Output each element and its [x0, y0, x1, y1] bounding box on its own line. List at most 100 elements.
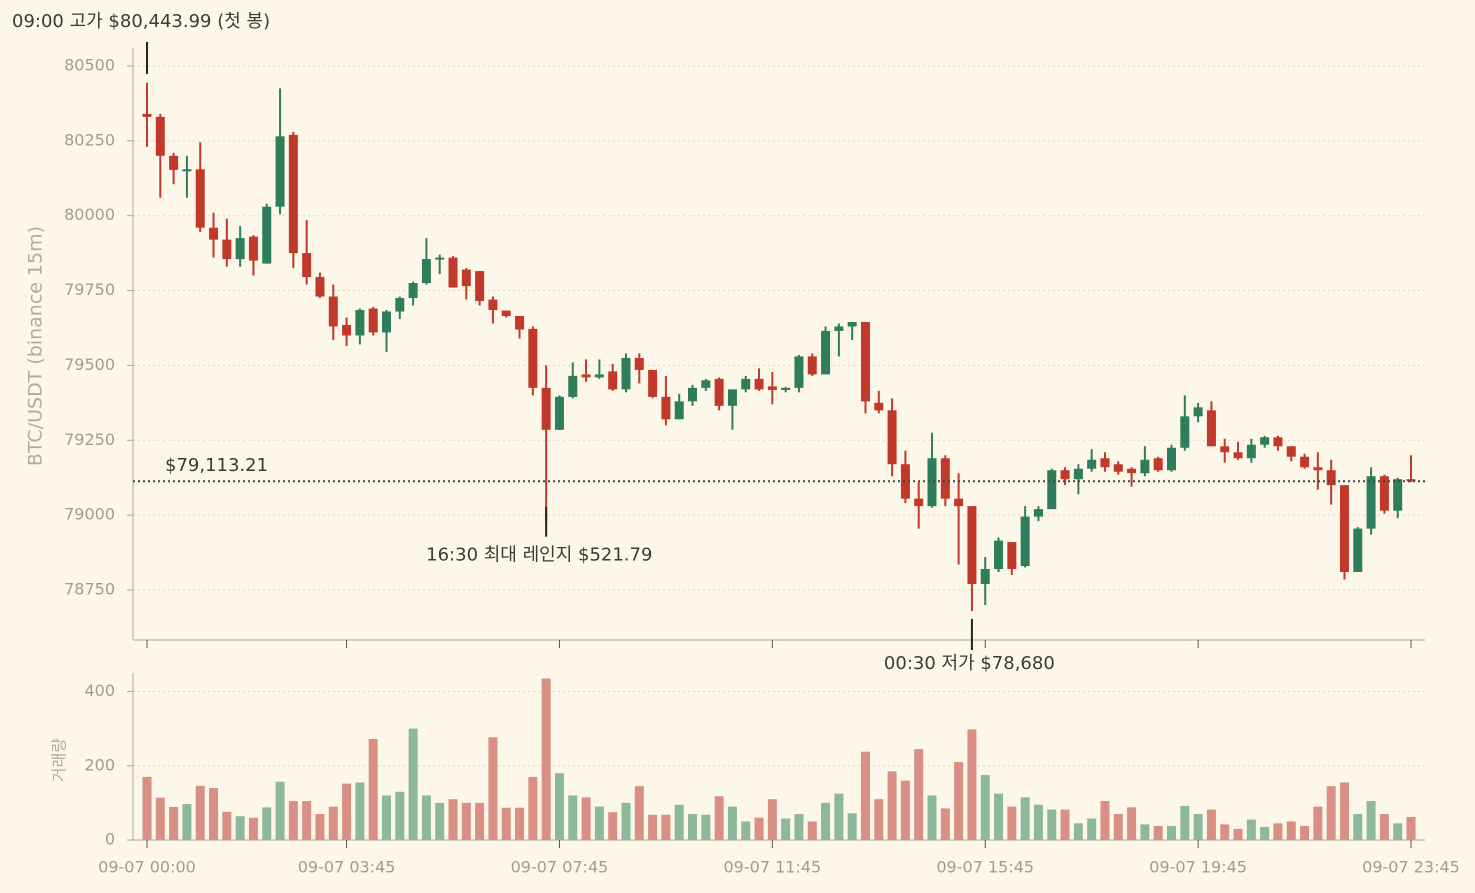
y-tick-label: 400	[84, 681, 115, 700]
x-tick-label: 09-07 23:45	[1362, 858, 1460, 877]
candle-body	[648, 369, 658, 397]
volume-bar	[368, 739, 378, 840]
candle-body	[528, 328, 538, 388]
candle-body	[275, 136, 285, 207]
volume-bar	[621, 802, 631, 840]
volume-bar	[209, 788, 219, 840]
candle-body	[554, 396, 564, 430]
volume-bar	[1060, 809, 1070, 840]
candle-body	[714, 378, 724, 406]
candle-body	[1087, 459, 1097, 469]
candle-body	[355, 310, 365, 336]
candle-body	[914, 498, 924, 507]
volume-bar	[1286, 821, 1296, 840]
x-tick-label: 09-07 15:45	[936, 858, 1034, 877]
volume-bar	[262, 807, 272, 840]
candle-body	[1286, 446, 1296, 457]
volume-bar	[395, 791, 405, 840]
volume-bar	[980, 775, 990, 840]
volume-bar	[1220, 824, 1230, 840]
candle-body	[954, 498, 964, 507]
y-tick-label: 79500	[64, 355, 115, 374]
x-tick-label: 09-07 03:45	[298, 858, 396, 877]
candle-body	[1233, 452, 1243, 459]
candle-body	[900, 464, 910, 499]
volume-bar	[1020, 797, 1030, 840]
candle-body	[288, 134, 298, 254]
candle-body	[781, 387, 791, 390]
annotation: 09:00 고가 $80,443.99 (첫 봉)	[12, 11, 270, 32]
volume-bar	[940, 808, 950, 840]
candle-body	[1406, 479, 1416, 482]
volume-bar	[222, 811, 232, 840]
volume-bar	[1127, 807, 1137, 840]
candle-body	[994, 540, 1004, 570]
candle-body	[1326, 470, 1336, 486]
candle-body	[1073, 468, 1083, 480]
x-tick-label: 09-07 11:45	[724, 858, 822, 877]
candle-body	[874, 402, 884, 411]
volume-bar	[1326, 786, 1336, 840]
volume-bar	[1047, 809, 1057, 840]
volume-bar	[794, 814, 804, 840]
volume-bar	[1167, 825, 1177, 840]
volume-bar	[781, 818, 791, 840]
volume-bar	[448, 799, 458, 840]
volume-bar	[1007, 806, 1017, 840]
candle-body	[1313, 467, 1323, 471]
volume-bar	[515, 807, 525, 840]
candle-body	[834, 326, 844, 331]
volume-bar	[608, 812, 618, 840]
volume-bar	[328, 806, 338, 840]
x-tick-label: 09-07 07:45	[511, 858, 609, 877]
volume-bar	[1313, 806, 1323, 840]
candle-body	[1379, 476, 1389, 511]
volume-bar	[821, 802, 831, 840]
volume-bar	[887, 771, 897, 840]
candle-body	[368, 308, 378, 333]
candle-body	[142, 113, 152, 117]
candle-body	[248, 236, 258, 261]
volume-bar	[408, 728, 418, 840]
y-tick-label: 80250	[64, 130, 115, 149]
volume-bar	[1140, 824, 1150, 840]
y-tick-label: 200	[84, 755, 115, 774]
candle-body	[794, 356, 804, 388]
candle-body	[408, 283, 418, 299]
candle-body	[754, 378, 764, 390]
candle-body	[608, 371, 618, 390]
candle-body	[461, 269, 471, 287]
candle-body	[860, 321, 870, 402]
volume-bar	[727, 806, 737, 840]
volume-bar	[1180, 805, 1190, 840]
candle-body	[262, 206, 272, 264]
candle-body	[195, 169, 205, 228]
candle-body	[980, 569, 990, 585]
candle-body	[488, 299, 498, 311]
volume-bar	[674, 804, 684, 840]
candle-body	[701, 380, 711, 388]
volume-bar	[302, 801, 312, 840]
annotation: 00:30 저가 $78,680	[884, 653, 1055, 674]
volume-bar	[421, 795, 431, 840]
volume-bar	[1366, 801, 1376, 840]
volume-bar	[475, 802, 485, 840]
volume-bar	[541, 678, 551, 840]
volume-bar	[1087, 818, 1097, 840]
volume-bar	[275, 781, 285, 840]
candle-body	[594, 374, 604, 378]
candle-body	[342, 324, 352, 336]
volume-bar	[235, 816, 245, 840]
candle-body	[927, 458, 937, 507]
volume-bar	[435, 802, 445, 840]
candle-body	[515, 316, 525, 330]
volume-bar	[860, 751, 870, 840]
volume-bar	[634, 786, 644, 840]
candle-body	[741, 378, 751, 390]
volume-bar	[568, 795, 578, 840]
volume-bar	[688, 814, 698, 840]
candle-body	[847, 321, 857, 327]
candle-body	[1193, 407, 1203, 417]
candle-body	[222, 239, 232, 260]
